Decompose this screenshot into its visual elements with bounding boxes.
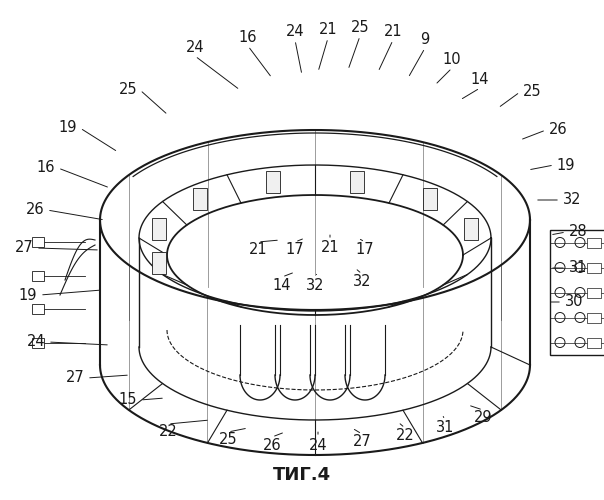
Text: 26: 26	[263, 438, 281, 452]
Text: 32: 32	[306, 278, 324, 292]
Text: 24: 24	[27, 334, 45, 349]
Text: 25: 25	[522, 84, 541, 100]
Text: 22: 22	[396, 428, 414, 444]
Text: 24: 24	[185, 40, 204, 56]
Text: ΤИГ.4: ΤИГ.4	[273, 466, 331, 484]
Bar	[587, 262, 601, 272]
Text: 24: 24	[309, 438, 327, 452]
Bar	[587, 312, 601, 322]
Bar	[464, 218, 478, 240]
Bar	[587, 238, 601, 248]
Bar	[423, 188, 437, 210]
Bar	[32, 237, 44, 247]
Text: 27: 27	[66, 370, 85, 386]
Text: 32: 32	[563, 192, 581, 208]
Bar	[550, 230, 604, 355]
Bar	[587, 288, 601, 298]
Text: 22: 22	[159, 424, 178, 440]
Bar	[350, 171, 364, 193]
Text: 32: 32	[353, 274, 371, 289]
Text: 9: 9	[420, 32, 429, 48]
Bar	[32, 304, 44, 314]
Text: 19: 19	[59, 120, 77, 136]
Text: 21: 21	[321, 240, 339, 256]
Text: 27: 27	[14, 240, 33, 256]
Text: 25: 25	[119, 82, 137, 98]
Text: 14: 14	[273, 278, 291, 292]
Text: 16: 16	[239, 30, 257, 46]
Text: 26: 26	[548, 122, 567, 138]
Text: 25: 25	[219, 432, 237, 448]
Text: 27: 27	[353, 434, 371, 450]
Text: 17: 17	[356, 242, 374, 258]
Text: 21: 21	[249, 242, 268, 258]
Bar	[152, 218, 165, 240]
Text: 29: 29	[474, 410, 492, 426]
Bar	[152, 252, 165, 274]
Text: 28: 28	[569, 224, 587, 240]
Text: 30: 30	[565, 294, 583, 310]
Bar	[32, 270, 44, 280]
Bar	[193, 188, 207, 210]
Text: 15: 15	[119, 392, 137, 407]
Text: 25: 25	[351, 20, 369, 36]
Bar	[587, 338, 601, 347]
Text: 31: 31	[436, 420, 454, 436]
Text: 26: 26	[26, 202, 44, 218]
Text: 14: 14	[471, 72, 489, 88]
Text: 19: 19	[557, 158, 575, 172]
Text: 21: 21	[319, 22, 337, 38]
Text: 24: 24	[286, 24, 304, 40]
Bar	[266, 171, 280, 193]
Text: 19: 19	[19, 288, 37, 302]
Text: 10: 10	[443, 52, 461, 68]
Text: 17: 17	[286, 242, 304, 258]
Bar	[32, 338, 44, 348]
Text: 16: 16	[37, 160, 55, 176]
Text: 31: 31	[569, 260, 587, 276]
Text: 21: 21	[384, 24, 402, 40]
